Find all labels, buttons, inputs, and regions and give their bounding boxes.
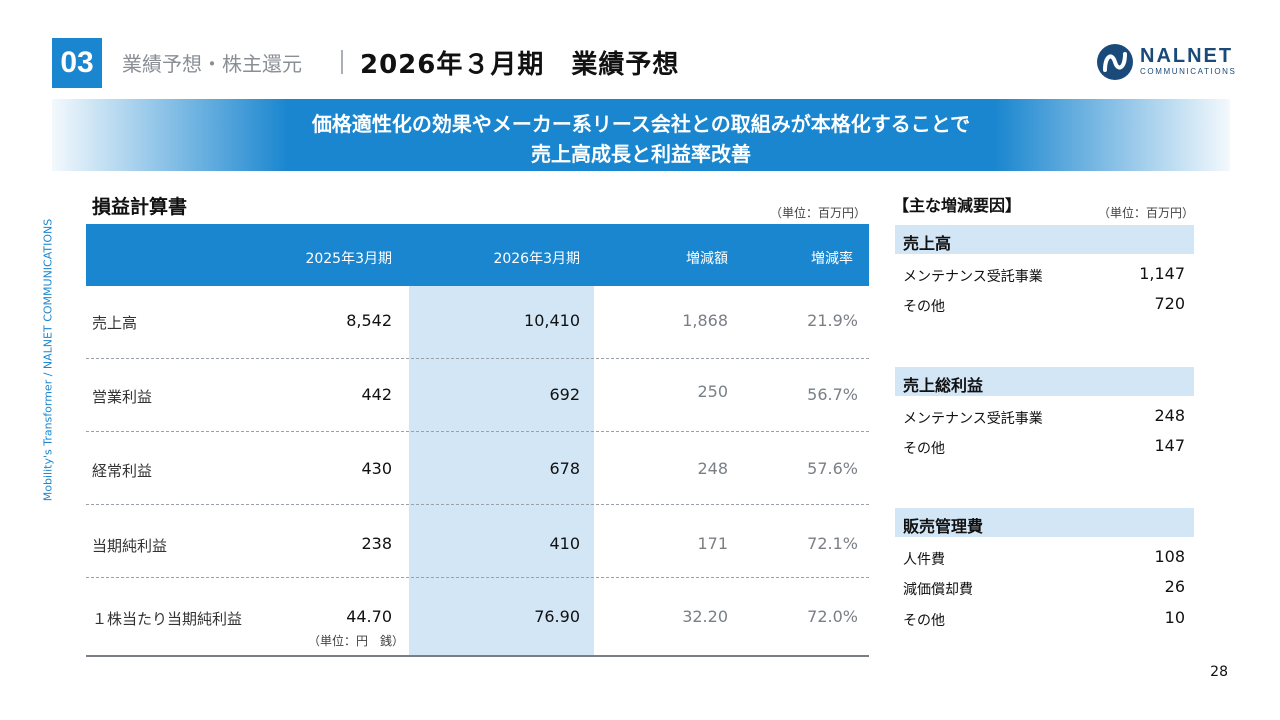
cell-fy2025: 238 <box>361 534 392 553</box>
eps-unit-note: （単位：円 銭） <box>308 634 405 648</box>
row-separator <box>86 431 869 432</box>
page-title: 2026年３月期 業績予想 <box>360 50 680 80</box>
pl-unit-note: （単位：百万円） <box>770 206 867 220</box>
factor-item-label: メンテナンス受託事業 <box>903 269 1043 285</box>
cell-change: 1,868 <box>682 311 728 330</box>
row-separator <box>86 577 869 578</box>
factor-group-heading: 売上高 <box>903 234 952 253</box>
row-separator <box>86 504 869 505</box>
header-divider <box>341 50 343 74</box>
cell-change: 250 <box>697 382 728 401</box>
fy2026-highlight-column <box>409 286 594 656</box>
cell-fy2025: 8,542 <box>346 311 392 330</box>
factor-item-label: メンテナンス受託事業 <box>903 411 1043 427</box>
table-bottom-rule <box>86 655 869 657</box>
factors-title: 【主な増減要因】 <box>893 196 1022 215</box>
side-vertical-text: Mobility's Transformer / NALNET COMMUNIC… <box>41 218 55 502</box>
cell-fy2026: 410 <box>549 534 580 553</box>
factor-item-label: その他 <box>903 441 945 457</box>
factor-item-value: 1,147 <box>1139 264 1185 283</box>
factor-item-label: 減価償却費 <box>903 582 973 598</box>
cell-change: 171 <box>697 534 728 553</box>
cell-fy2026: 76.90 <box>534 607 580 626</box>
logo-wordmark: NALNET <box>1140 45 1234 67</box>
cell-change: 32.20 <box>682 607 728 626</box>
factor-item-label: その他 <box>903 299 945 315</box>
pl-table-header <box>86 224 869 286</box>
section-label: 業績予想・株主還元 <box>122 52 302 76</box>
factor-group-heading: 売上総利益 <box>903 376 984 395</box>
row-label: 経常利益 <box>92 462 153 480</box>
cell-rate: 21.9% <box>807 311 858 330</box>
cell-rate: 72.1% <box>807 534 858 553</box>
banner-line-1: 価格適性化の効果やメーカー系リース会社との取組みが本格化することで <box>311 112 971 136</box>
cell-rate: 72.0% <box>807 607 858 626</box>
col-header-rate: 増減率 <box>811 251 853 267</box>
cell-fy2026: 692 <box>549 385 580 404</box>
logo-subtext: COMMUNICATIONS <box>1140 67 1237 76</box>
banner-line-2: 売上高成長と利益率改善 <box>531 142 751 166</box>
factor-item-value: 720 <box>1154 294 1185 313</box>
col-header-fy2025: 2025年3月期 <box>305 251 392 267</box>
factor-group-header <box>895 367 1194 396</box>
factor-group-header <box>895 225 1194 254</box>
row-label: １株当たり当期純利益 <box>92 610 243 628</box>
factor-group-header <box>895 508 1194 537</box>
cell-rate: 56.7% <box>807 385 858 404</box>
pl-table-title: 損益計算書 <box>92 196 188 218</box>
headline-banner <box>52 99 1230 171</box>
section-number-badge: 03 <box>52 38 102 88</box>
factor-item-value: 26 <box>1164 577 1185 596</box>
cell-fy2026: 678 <box>549 459 580 478</box>
cell-fy2025: 44.70 <box>346 607 392 626</box>
factor-item-label: その他 <box>903 613 945 629</box>
row-label: 当期純利益 <box>92 537 168 555</box>
row-separator <box>86 358 869 359</box>
cell-fy2025: 442 <box>361 385 392 404</box>
factor-item-value: 10 <box>1164 608 1185 627</box>
cell-change: 248 <box>697 459 728 478</box>
page-number: 28 <box>1210 664 1228 680</box>
row-label: 売上高 <box>92 314 138 332</box>
factor-item-label: 人件費 <box>903 552 945 568</box>
cell-fy2026: 10,410 <box>524 311 580 330</box>
company-logo-icon <box>1097 44 1133 80</box>
cell-fy2025: 430 <box>361 459 392 478</box>
col-header-change: 増減額 <box>686 251 728 267</box>
factor-item-value: 248 <box>1154 406 1185 425</box>
factor-item-value: 147 <box>1154 436 1185 455</box>
factors-unit-note: （単位：百万円） <box>1098 206 1195 220</box>
factor-group-heading: 販売管理費 <box>903 517 984 536</box>
col-header-fy2026: 2026年3月期 <box>493 251 580 267</box>
factor-item-value: 108 <box>1154 547 1185 566</box>
cell-rate: 57.6% <box>807 459 858 478</box>
row-label: 営業利益 <box>92 388 153 406</box>
